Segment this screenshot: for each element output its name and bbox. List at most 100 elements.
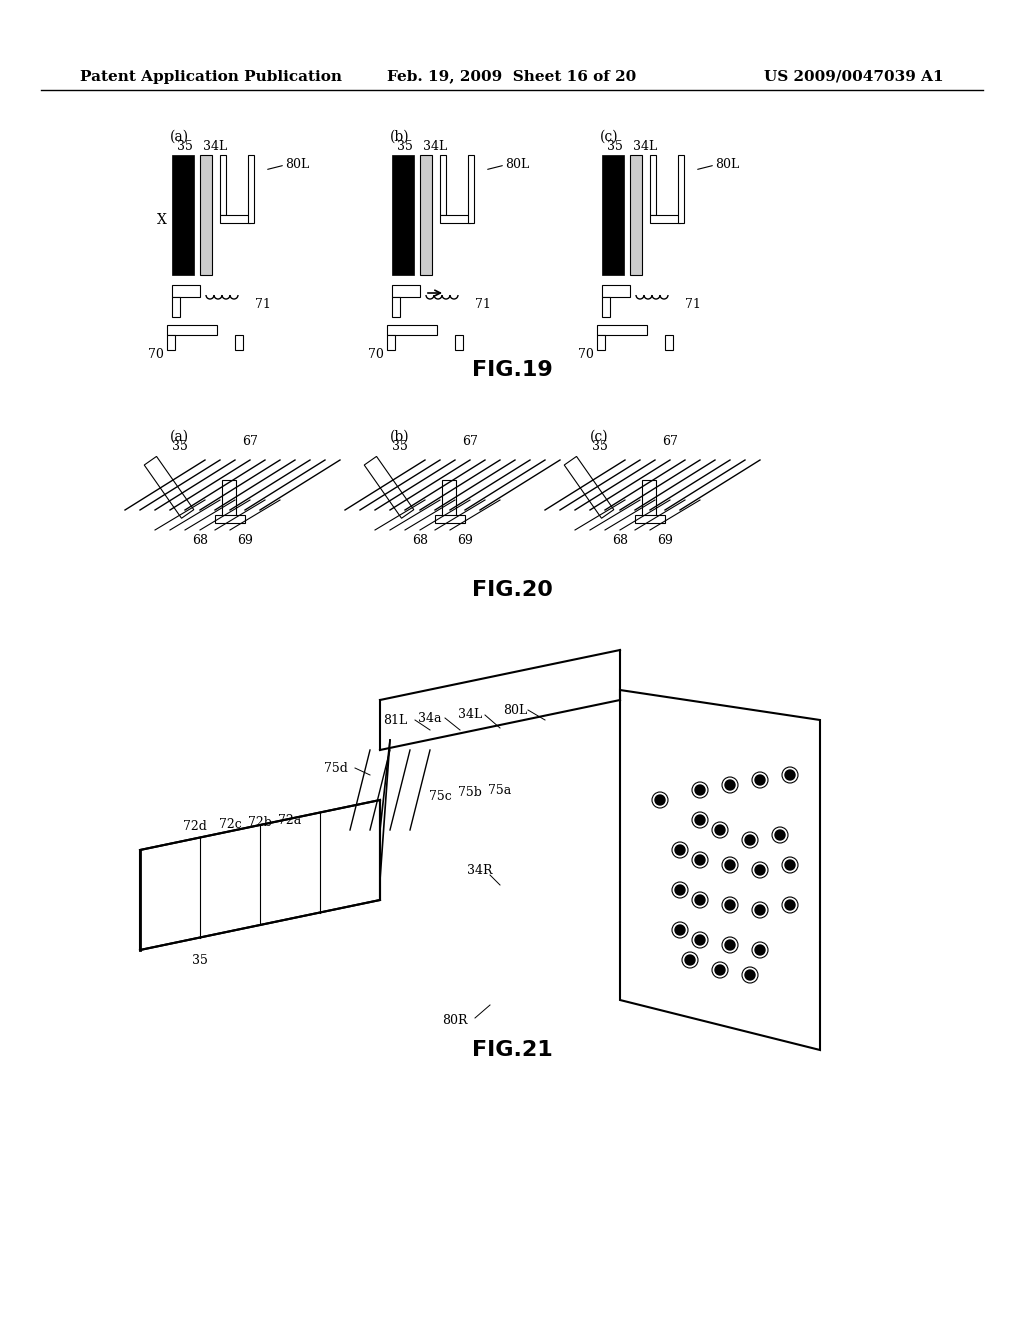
Text: 71: 71: [255, 298, 271, 312]
Bar: [215, 515, 245, 523]
Text: 70: 70: [148, 348, 164, 362]
Text: 72b: 72b: [248, 816, 272, 829]
Bar: [650, 154, 656, 215]
Bar: [220, 215, 250, 223]
Text: 75a: 75a: [488, 784, 512, 796]
Text: 34R: 34R: [467, 863, 493, 876]
Bar: [234, 335, 243, 350]
Circle shape: [785, 900, 795, 909]
Bar: [172, 285, 200, 297]
Text: 80L: 80L: [715, 158, 739, 172]
Text: 67: 67: [663, 436, 678, 447]
Text: 35: 35: [607, 140, 623, 153]
Text: 68: 68: [193, 533, 208, 546]
Circle shape: [725, 940, 735, 950]
Text: (a): (a): [170, 430, 189, 444]
Circle shape: [725, 900, 735, 909]
Polygon shape: [140, 800, 380, 950]
Circle shape: [725, 861, 735, 870]
Bar: [144, 457, 194, 519]
Text: 34L: 34L: [458, 709, 482, 722]
Circle shape: [695, 935, 705, 945]
Circle shape: [725, 780, 735, 789]
Text: (b): (b): [390, 430, 410, 444]
Bar: [172, 154, 194, 275]
Bar: [392, 154, 414, 275]
Bar: [442, 480, 456, 520]
Circle shape: [745, 970, 755, 979]
Text: 35: 35: [172, 440, 188, 453]
Circle shape: [785, 770, 795, 780]
Bar: [167, 325, 217, 335]
Circle shape: [695, 785, 705, 795]
Bar: [468, 154, 474, 223]
Circle shape: [775, 830, 785, 840]
Text: 34L: 34L: [203, 140, 227, 153]
Circle shape: [675, 845, 685, 855]
Text: Patent Application Publication: Patent Application Publication: [80, 70, 342, 83]
Text: Feb. 19, 2009  Sheet 16 of 20: Feb. 19, 2009 Sheet 16 of 20: [387, 70, 637, 83]
Circle shape: [695, 895, 705, 906]
Text: (c): (c): [600, 129, 618, 144]
Bar: [455, 335, 463, 350]
Text: 80R: 80R: [442, 1014, 468, 1027]
Bar: [365, 457, 414, 519]
Text: X: X: [157, 213, 167, 227]
Bar: [440, 215, 470, 223]
Bar: [222, 480, 236, 520]
Text: US 2009/0047039 A1: US 2009/0047039 A1: [764, 70, 944, 83]
Text: 35: 35: [397, 140, 413, 153]
Bar: [200, 154, 212, 275]
Text: 67: 67: [462, 436, 478, 447]
Text: 80L: 80L: [505, 158, 529, 172]
Circle shape: [715, 965, 725, 975]
Text: FIG.20: FIG.20: [472, 579, 552, 601]
Bar: [635, 515, 665, 523]
Text: 67: 67: [242, 436, 258, 447]
Circle shape: [675, 884, 685, 895]
Text: 35: 35: [193, 953, 208, 966]
Bar: [597, 335, 605, 350]
Bar: [167, 335, 175, 350]
Circle shape: [755, 775, 765, 785]
Bar: [630, 154, 642, 275]
Text: 35: 35: [392, 440, 408, 453]
Bar: [440, 154, 446, 215]
Bar: [597, 325, 647, 335]
Text: 68: 68: [412, 533, 428, 546]
Text: 34a: 34a: [418, 711, 441, 725]
Text: 70: 70: [368, 348, 384, 362]
Text: 35: 35: [592, 440, 608, 453]
Bar: [392, 285, 420, 297]
Circle shape: [715, 825, 725, 836]
Bar: [650, 215, 680, 223]
Text: 80L: 80L: [285, 158, 309, 172]
Text: 75d: 75d: [325, 762, 348, 775]
Text: FIG.19: FIG.19: [472, 360, 552, 380]
Text: 72a: 72a: [279, 813, 302, 826]
Text: 35: 35: [177, 140, 193, 153]
Bar: [420, 154, 432, 275]
Circle shape: [675, 925, 685, 935]
Circle shape: [685, 954, 695, 965]
Text: 72c: 72c: [219, 817, 242, 830]
Text: 69: 69: [238, 533, 253, 546]
Text: FIG.21: FIG.21: [472, 1040, 552, 1060]
Text: 68: 68: [612, 533, 628, 546]
Text: (c): (c): [590, 430, 608, 444]
Text: 69: 69: [657, 533, 673, 546]
Circle shape: [785, 861, 795, 870]
Circle shape: [755, 906, 765, 915]
Text: (a): (a): [170, 129, 189, 144]
Bar: [392, 297, 400, 317]
Bar: [564, 457, 613, 519]
Bar: [678, 154, 684, 223]
Text: 71: 71: [685, 298, 700, 312]
Bar: [602, 297, 610, 317]
Text: 70: 70: [579, 348, 594, 362]
Text: 80L: 80L: [503, 704, 527, 717]
Bar: [665, 335, 673, 350]
Bar: [642, 480, 656, 520]
Circle shape: [755, 865, 765, 875]
Circle shape: [755, 945, 765, 954]
